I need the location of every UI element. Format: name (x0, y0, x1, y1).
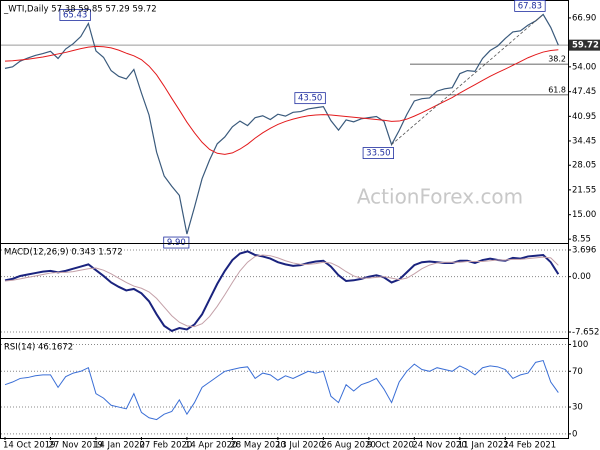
y-tick-label: 47.45 (572, 87, 596, 97)
y-tick-label: 54.00 (572, 62, 596, 72)
x-tick-label: 24 Feb 2021 (503, 441, 556, 450)
annotation-box (294, 92, 326, 105)
fib-label: 38.2 (548, 55, 566, 64)
x-tick-label: 27 Feb 2020 (139, 441, 192, 450)
y-tick-label: 66.90 (572, 13, 596, 23)
x-tick-label: 14 Oct 2019 (3, 441, 56, 450)
series-line (4, 45, 559, 155)
fib-label: 61.8 (548, 85, 566, 94)
y-tick-label: 40.95 (572, 112, 596, 122)
y-tick-label: 0 (572, 429, 577, 439)
y-tick-label: 0.00 (572, 272, 591, 282)
y-tick-label: 28.05 (572, 161, 596, 171)
y-tick-label: 15.00 (572, 210, 596, 220)
series-line (4, 359, 559, 421)
x-tick-label: 9 Oct 2020 (367, 441, 414, 450)
x-tick-label: 24 Nov 2020 (412, 441, 466, 450)
panel-title: RSI(14) 46.1672 (4, 343, 73, 353)
x-tick-label: 13 Jul 2020 (276, 441, 324, 450)
annotation-label: 33.50 (366, 149, 390, 159)
x-tick-label: 26 Aug 2020 (321, 441, 375, 450)
x-tick-label: 11 Jan 2021 (458, 441, 509, 450)
panel-title: MACD(12,26,9) 0.343 1.572 (4, 248, 123, 258)
x-tick-label: 14 Apr 2020 (185, 441, 238, 450)
y-tick-label: 34.45 (572, 136, 596, 146)
y-tick-label: 30 (572, 403, 583, 413)
panel-title: _WTI,Daily 57.38 59.85 57.29 59.72 (3, 5, 157, 15)
annotation-label: 43.50 (298, 94, 322, 104)
last-price-box (569, 39, 600, 51)
y-tick-label: 21.55 (572, 185, 596, 195)
y-tick-label: 100 (572, 340, 588, 350)
swing-line (391, 14, 544, 145)
annotation-label: 67.83 (518, 1, 542, 11)
annotation-box (163, 236, 190, 249)
panel (0, 338, 569, 439)
y-tick-label: 3.696 (572, 245, 596, 255)
annotation-box (362, 147, 394, 159)
series-line (4, 13, 559, 235)
watermark: ActionForex.com (357, 185, 523, 209)
annotation-label: 65.43 (63, 10, 87, 20)
annotation-box (59, 9, 91, 21)
y-tick-label: 70 (572, 367, 583, 377)
x-tick-label: 27 Nov 2019 (48, 441, 102, 450)
y-tick-label: 8.55 (572, 235, 591, 245)
x-tick-label: 14 Jan 2020 (94, 441, 145, 450)
y-tick-label: -7.652 (572, 328, 599, 338)
last-price-label: 59.72 (572, 41, 599, 51)
series-line (4, 250, 560, 333)
annotation-box (514, 0, 546, 12)
x-tick-label: 28 May 2020 (230, 441, 285, 450)
series-line (4, 254, 559, 328)
